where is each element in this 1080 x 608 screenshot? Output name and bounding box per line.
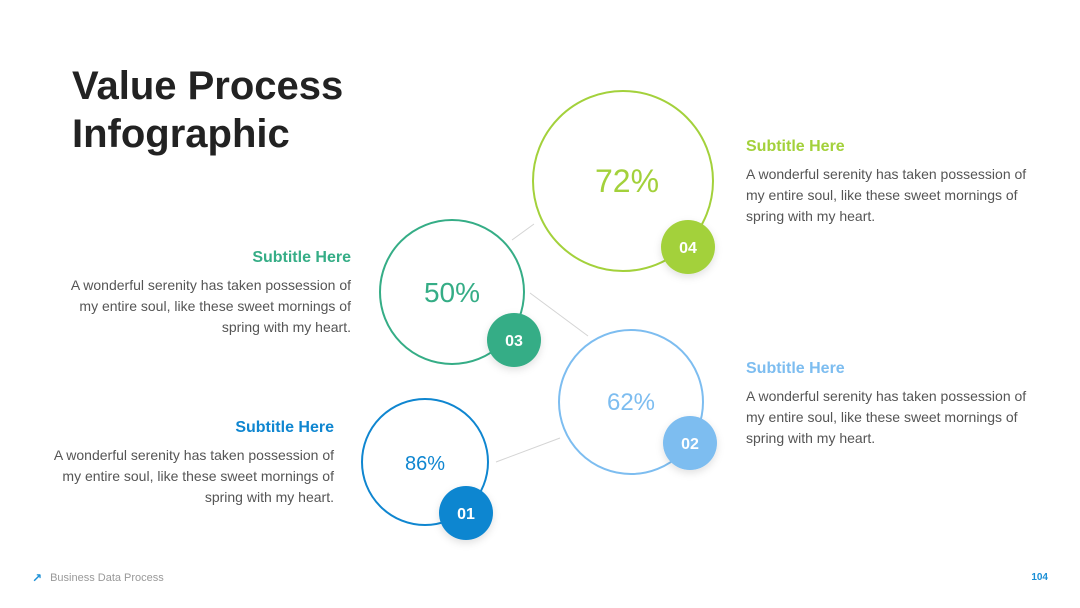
title-line-1: Value Process <box>72 64 344 108</box>
step-02-node: 62% 02 <box>558 329 717 475</box>
step-04-badge <box>661 220 715 274</box>
step-03-description: A wonderful serenity has taken possessio… <box>70 277 351 335</box>
step-03-node: 50% 03 <box>379 219 541 367</box>
step-02-percent: 62% <box>607 389 655 416</box>
step-03-percent: 50% <box>424 277 480 308</box>
step-01-node: 86% 01 <box>361 398 493 540</box>
step-01-number: 01 <box>457 506 475 523</box>
connector-01-02 <box>495 437 561 463</box>
step-04-node: 72% 04 <box>532 90 715 274</box>
step-04-text: Subtitle Here A wonderful serenity has t… <box>746 138 1046 227</box>
step-02-number: 02 <box>681 436 699 453</box>
step-03-ring <box>379 219 525 365</box>
step-01-text: Subtitle Here A wonderful serenity has t… <box>34 419 334 508</box>
step-03-number: 03 <box>505 333 523 350</box>
page-number: 104 <box>1031 572 1048 583</box>
step-04-number: 04 <box>679 240 697 257</box>
step-02-description: A wonderful serenity has taken possessio… <box>746 388 1027 446</box>
connector-02-03 <box>529 292 589 337</box>
step-01-description: A wonderful serenity has taken possessio… <box>53 447 334 505</box>
step-03-text: Subtitle Here A wonderful serenity has t… <box>51 249 351 338</box>
step-01-percent: 86% <box>405 453 445 475</box>
step-02-subtitle: Subtitle Here <box>746 360 845 377</box>
step-04-description: A wonderful serenity has taken possessio… <box>746 166 1027 224</box>
step-03-subtitle: Subtitle Here <box>252 249 351 266</box>
step-01-subtitle: Subtitle Here <box>235 419 334 436</box>
step-02-text: Subtitle Here A wonderful serenity has t… <box>746 360 1046 449</box>
step-04-percent: 72% <box>595 163 659 199</box>
page-title: Value Process Infographic <box>72 62 343 158</box>
connector-03-04 <box>511 223 535 241</box>
arrow-up-right-icon: ↗ <box>32 571 43 585</box>
title-line-2: Infographic <box>72 112 290 156</box>
footer: ↗ Business Data Process <box>32 571 164 585</box>
step-04-subtitle: Subtitle Here <box>746 138 845 155</box>
step-03-badge <box>487 313 541 367</box>
step-02-badge <box>663 416 717 470</box>
footer-text: Business Data Process <box>50 572 164 584</box>
step-04-ring <box>532 90 714 272</box>
step-01-badge <box>439 486 493 540</box>
